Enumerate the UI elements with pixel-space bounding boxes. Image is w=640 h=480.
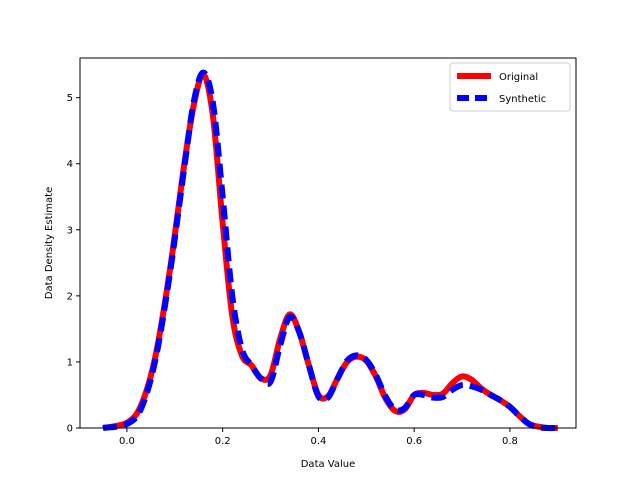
y-tick-label: 0 [67, 424, 73, 435]
y-axis-label: Data Density Estimate [44, 187, 55, 299]
legend: Original Synthetic [449, 62, 571, 112]
plot-frame [79, 57, 577, 429]
y-tick-label: 2 [67, 291, 73, 302]
x-axis: 0.0 0.2 0.4 0.6 0.8 [119, 428, 518, 447]
y-tick-label: 5 [67, 93, 73, 104]
y-tick-label: 3 [67, 225, 73, 236]
series-lines [102, 69, 558, 432]
x-tick-label: 0.8 [502, 436, 518, 447]
series-line-synthetic [102, 69, 558, 432]
x-tick-label: 0.0 [119, 436, 135, 447]
y-tick-label: 4 [67, 159, 73, 170]
x-tick-label: 0.2 [215, 436, 231, 447]
legend-label-synthetic: Synthetic [499, 94, 546, 105]
x-tick-label: 0.4 [310, 436, 326, 447]
x-tick-label: 0.6 [406, 436, 422, 447]
y-tick-label: 1 [67, 357, 73, 368]
x-axis-label: Data Value [301, 459, 356, 470]
y-axis: 0 1 2 3 4 5 [67, 93, 80, 435]
legend-label-original: Original [499, 72, 538, 83]
